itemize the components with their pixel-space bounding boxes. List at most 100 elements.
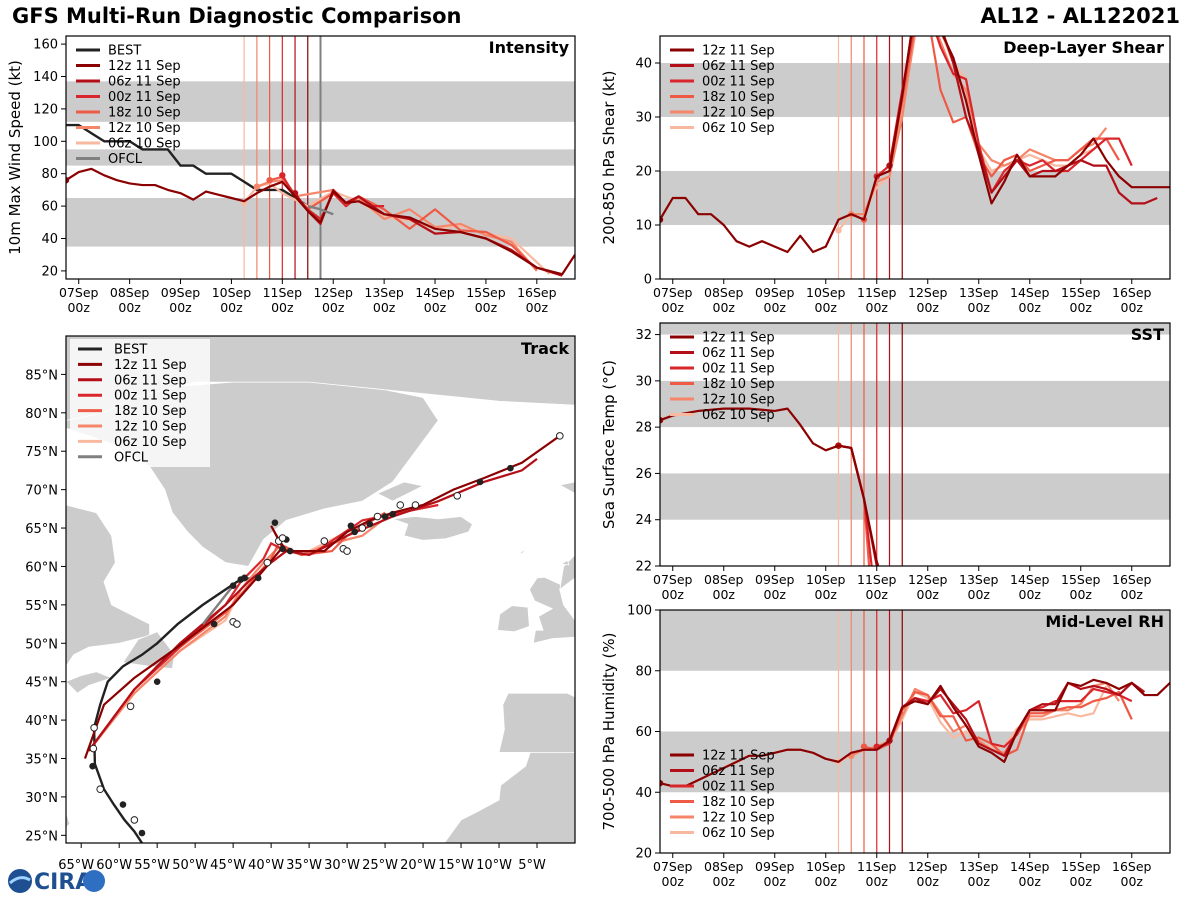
intensity-series-start-marker bbox=[279, 172, 286, 179]
intensity-ytick-label: 100 bbox=[33, 135, 58, 150]
intensity-ytick-label: 80 bbox=[41, 167, 58, 182]
track-xtick-label: 60°W bbox=[96, 858, 132, 873]
track-filled-marker bbox=[507, 464, 514, 472]
intensity-ylabel: 10m Max Wind Speed (kt) bbox=[6, 60, 24, 255]
shear-ytick-label: 10 bbox=[635, 219, 652, 234]
intensity-xtick-sublabel: 00z bbox=[169, 300, 192, 315]
shear-panel: 01020304007Sep00z08Sep00z09Sep00z10Sep00… bbox=[600, 35, 1171, 315]
intensity-legend-label: 18z 10 Sep bbox=[108, 106, 181, 121]
intensity-ytick-label: 120 bbox=[33, 102, 58, 117]
track-series-12z-11-sep bbox=[83, 434, 561, 759]
track-xtick-label: 55°W bbox=[134, 858, 170, 873]
sst-xtick-label: 09Sep bbox=[755, 572, 795, 587]
track-filled-marker bbox=[153, 678, 161, 685]
sst-xtick-label: 11Sep bbox=[857, 572, 897, 587]
track-xtick-label: 5°W bbox=[518, 858, 546, 873]
shear-ytick-label: 30 bbox=[635, 111, 652, 126]
shear-xtick-sublabel: 00z bbox=[1121, 300, 1144, 315]
intensity-xtick-sublabel: 00z bbox=[220, 300, 243, 315]
track-open-marker bbox=[320, 537, 329, 545]
shear-band-0 bbox=[660, 171, 1170, 225]
sst-xtick-sublabel: 00z bbox=[764, 587, 787, 602]
track-frame bbox=[65, 335, 576, 844]
track-best-line bbox=[92, 576, 259, 843]
rh-series-18z-10-sep bbox=[863, 690, 1133, 757]
track-series-06z-11-sep bbox=[87, 458, 538, 752]
intensity-frame bbox=[65, 35, 576, 280]
norway-edge bbox=[558, 481, 575, 494]
track-legend-bg bbox=[70, 339, 210, 467]
shear-legend-label: 18z 10 Sep bbox=[702, 90, 775, 105]
intensity-xtick-label: 14Sep bbox=[415, 285, 455, 300]
shear-xtick-sublabel: 00z bbox=[764, 300, 787, 315]
rh-ytick-label: 80 bbox=[635, 664, 652, 679]
rh-ytick-label: 60 bbox=[635, 725, 652, 740]
sst-panel: 22242628303207Sep00z08Sep00z09Sep00z10Se… bbox=[600, 322, 1171, 602]
track-xtick-label: 15°W bbox=[438, 858, 474, 873]
sst-frame bbox=[659, 322, 1171, 567]
track-legend-label: 00z 11 Sep bbox=[114, 389, 187, 404]
sst-xtick-label: 13Sep bbox=[959, 572, 999, 587]
rh-xtick-sublabel: 00z bbox=[662, 874, 685, 889]
track-series-00z-11-sep bbox=[87, 503, 439, 752]
rh-xtick-sublabel: 00z bbox=[764, 874, 787, 889]
intensity-xtick-label: 10Sep bbox=[212, 285, 252, 300]
sst-xtick-sublabel: 00z bbox=[1121, 587, 1144, 602]
track-open-marker bbox=[358, 524, 367, 532]
shear-xtick-label: 16Sep bbox=[1112, 285, 1152, 300]
shear-legend-label: 06z 11 Sep bbox=[702, 59, 775, 74]
track-legend-label: OFCL bbox=[114, 450, 149, 465]
sst-xtick-label: 10Sep bbox=[806, 572, 846, 587]
sst-series-12z-11-sep bbox=[660, 407, 880, 566]
track-filled-marker bbox=[210, 620, 218, 628]
iberia-landmass bbox=[498, 692, 575, 753]
track-xtick-label: 50°W bbox=[172, 858, 208, 873]
shear-xtick-label: 09Sep bbox=[755, 285, 795, 300]
intensity-xtick-label: 08Sep bbox=[110, 285, 150, 300]
shear-xtick-label: 07Sep bbox=[653, 285, 693, 300]
cira-logo: CIRA bbox=[6, 866, 106, 896]
track-panel: 25°N 30°N 35°N 40°N 45°N 50°N 55°N 60°N 65°N 70°N… bbox=[25, 335, 576, 873]
sst-xtick-sublabel: 00z bbox=[662, 587, 685, 602]
track-open-marker bbox=[233, 620, 241, 628]
track-xtick-label: 10°W bbox=[476, 858, 512, 873]
shear-legend-label: 12z 11 Sep bbox=[702, 44, 775, 59]
sst-band-2 bbox=[660, 323, 1170, 335]
intensity-series-12z-11-sep bbox=[66, 167, 575, 276]
intensity-xtick-label: 12Sep bbox=[313, 285, 353, 300]
rh-band-1 bbox=[660, 610, 1170, 671]
rh-xtick-sublabel: 00z bbox=[1121, 874, 1144, 889]
track-ytick-label: 75°N bbox=[25, 445, 58, 460]
rh-ytick-label: 20 bbox=[635, 847, 652, 862]
track-xtick-label: 65°W bbox=[58, 858, 94, 873]
intensity-xtick-label: 13Sep bbox=[364, 285, 404, 300]
sst-legend-label: 12z 10 Sep bbox=[702, 393, 775, 408]
track-filled-marker bbox=[286, 547, 294, 555]
sst-legend-label: 00z 11 Sep bbox=[702, 362, 775, 377]
shear-series-start-marker bbox=[660, 216, 664, 223]
intensity-xtick-sublabel: 00z bbox=[475, 300, 498, 315]
rh-xtick-label: 16Sep bbox=[1112, 859, 1152, 874]
rh-xtick-sublabel: 00z bbox=[968, 874, 991, 889]
track-legend-label: 18z 10 Sep bbox=[114, 404, 187, 419]
rh-xtick-sublabel: 00z bbox=[1070, 874, 1093, 889]
intensity-ytick-label: 40 bbox=[41, 232, 58, 247]
shear-ylabel: 200-850 hPa Shear (kt) bbox=[600, 71, 618, 245]
shear-xtick-sublabel: 00z bbox=[866, 300, 889, 315]
africa-landmass bbox=[443, 751, 575, 843]
rh-xtick-label: 07Sep bbox=[653, 859, 693, 874]
rh-xtick-label: 08Sep bbox=[704, 859, 744, 874]
track-filled-marker bbox=[229, 582, 237, 589]
shear-xtick-label: 14Sep bbox=[1010, 285, 1050, 300]
intensity-xtick-label: 09Sep bbox=[161, 285, 201, 300]
track-legend-label: 06z 10 Sep bbox=[114, 435, 187, 450]
intensity-ytick-label: 140 bbox=[33, 70, 58, 85]
intensity-panel: 2040608010012014016007Sep00z08Sep00z09Se… bbox=[6, 35, 576, 315]
sst-plot-area bbox=[660, 323, 1170, 566]
sst-ytick-label: 24 bbox=[635, 513, 652, 528]
sst-xtick-sublabel: 00z bbox=[1070, 587, 1093, 602]
sst-xtick-sublabel: 00z bbox=[1019, 587, 1042, 602]
sst-ytick-label: 26 bbox=[635, 467, 652, 482]
sst-xtick-sublabel: 00z bbox=[815, 587, 838, 602]
track-ytick-label: 30°N bbox=[25, 791, 58, 806]
